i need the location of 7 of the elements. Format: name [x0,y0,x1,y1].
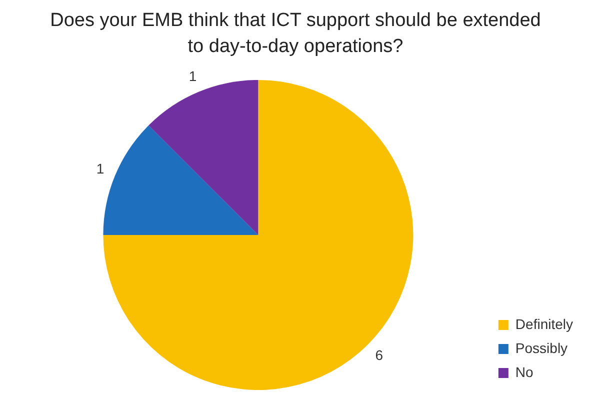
data-label: 1 [96,160,104,176]
legend-label: Possibly [515,340,568,356]
chart-title: Does your EMB think that ICT support should be extended to day-to-day operations? [49,9,542,59]
data-label: 1 [188,68,197,84]
legend-label: No [515,364,534,380]
legend-label: Definitely [515,316,574,332]
data-label: 6 [375,346,384,363]
